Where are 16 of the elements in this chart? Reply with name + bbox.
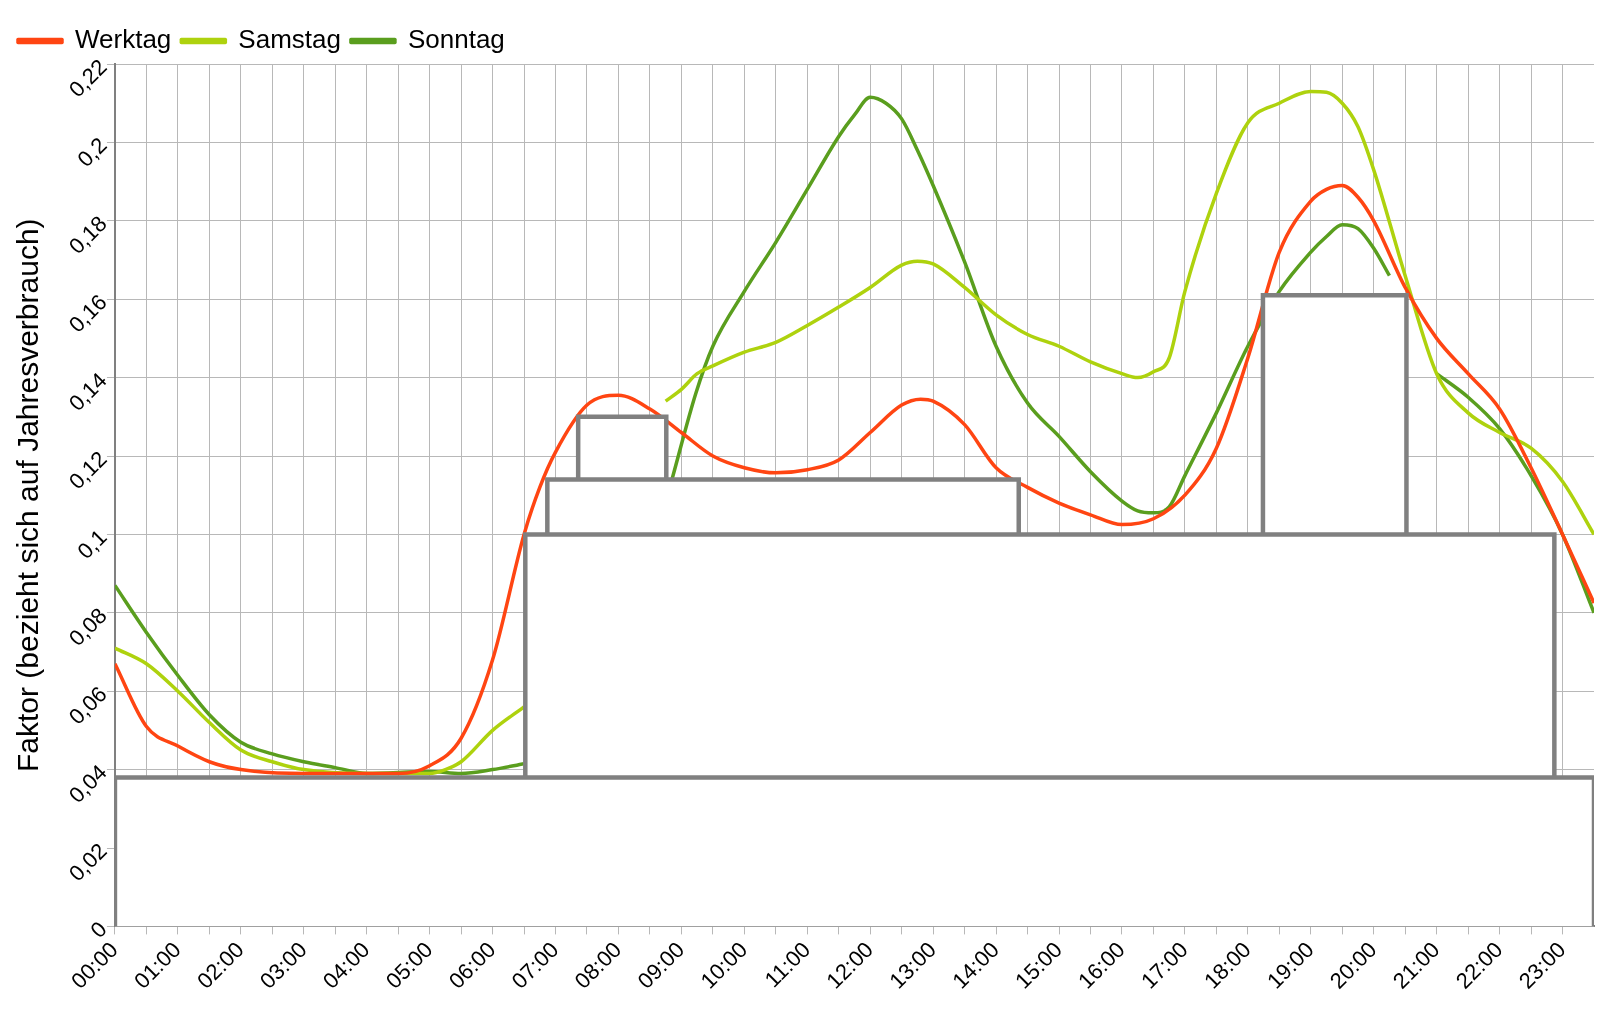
y-tick-label: 0,14 <box>63 367 112 416</box>
y-tick-label: 0 <box>85 916 112 943</box>
y-axis-title: Faktor (bezieht sich auf Jahresverbrauch) <box>11 218 45 772</box>
y-tick-label: 0,16 <box>63 289 112 338</box>
y-tick-label: 0,12 <box>63 446 112 495</box>
legend-label: Samstag <box>238 24 341 55</box>
y-tick-label: 0,06 <box>63 681 112 730</box>
y-tick-label: 0,04 <box>63 759 112 808</box>
legend-label: Sonntag <box>407 24 505 55</box>
y-tick-label: 0,1 <box>72 524 112 564</box>
y-tick-label: 0,18 <box>63 210 112 259</box>
y-tick-label: 0,02 <box>63 838 112 887</box>
y-tick-label: 0,08 <box>63 602 112 651</box>
y-tick-label: 0,2 <box>72 132 112 172</box>
y-tick-label: 0,22 <box>63 54 112 103</box>
legend-label: Werktag <box>75 24 172 55</box>
